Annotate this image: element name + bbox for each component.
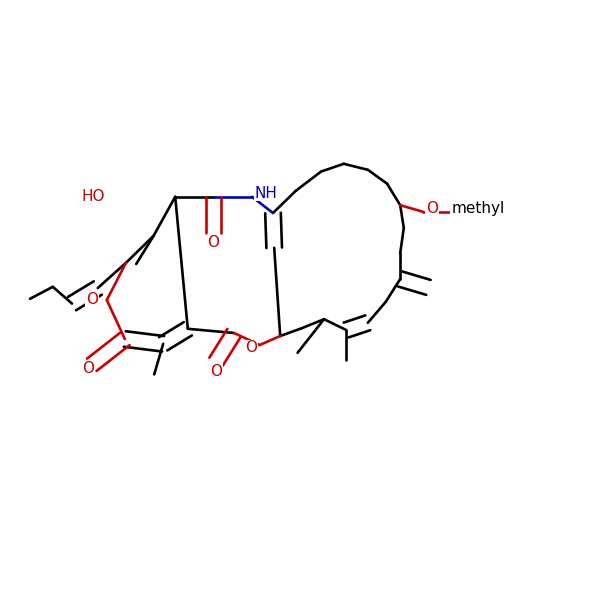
Text: NH: NH <box>254 185 277 200</box>
Text: methyl: methyl <box>451 200 505 215</box>
Text: O: O <box>210 364 222 379</box>
Text: O: O <box>426 200 438 215</box>
Text: O: O <box>245 340 257 355</box>
Text: O: O <box>86 292 98 307</box>
Text: HO: HO <box>82 189 105 204</box>
Text: O: O <box>82 361 94 376</box>
Text: O: O <box>208 235 220 250</box>
